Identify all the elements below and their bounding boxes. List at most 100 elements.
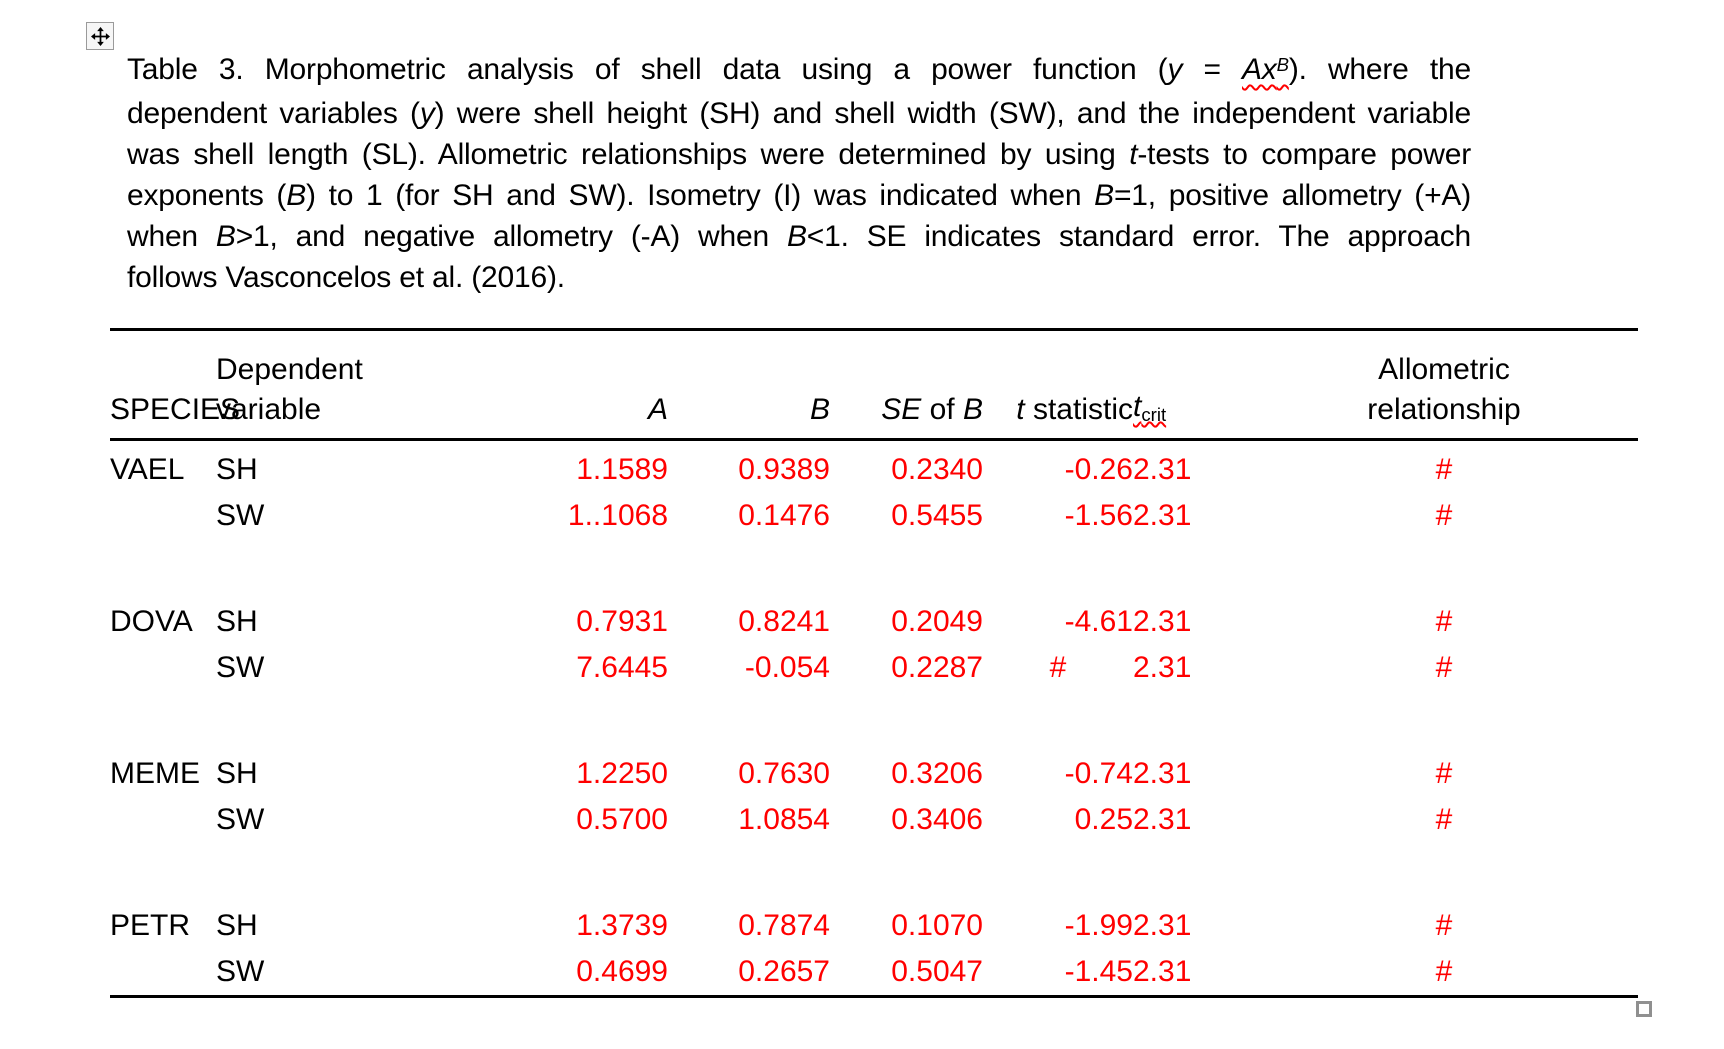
cell-seofb: 0.2049 xyxy=(891,605,983,638)
spacer-cell xyxy=(110,440,1638,448)
text-run: follows Vasconcelos et al. (2016). xyxy=(127,261,565,294)
cell-b: 0.7630 xyxy=(738,757,830,790)
column-header-species: SPECIES xyxy=(110,330,240,440)
cell-tcrit: 2.31 xyxy=(1133,757,1192,790)
text-run: B xyxy=(1276,53,1289,75)
text-run: of xyxy=(921,393,963,426)
text-run: B xyxy=(786,220,807,253)
spacer-cell xyxy=(110,691,1638,751)
move-arrows-icon xyxy=(90,26,110,46)
text-run: tcrit xyxy=(1133,390,1167,426)
cell-species: DOVA xyxy=(110,605,193,638)
cell-dependent-variable: SH xyxy=(216,453,258,486)
cell-allom: # xyxy=(1435,955,1453,988)
cell-a: 0.7931 xyxy=(576,605,668,638)
cell-dependent-variable: SW xyxy=(216,803,265,836)
text-run: variable xyxy=(216,393,322,426)
column-header-seofb: SE of B xyxy=(830,330,983,440)
cell-species: PETR xyxy=(110,909,191,942)
text-run: y xyxy=(419,97,435,130)
text-run: B xyxy=(1094,179,1114,212)
cell-species xyxy=(110,949,216,997)
cell-allom: # xyxy=(1435,803,1453,836)
text-run: = xyxy=(1182,53,1242,86)
cell-tcrit: 2.31 xyxy=(1133,499,1192,532)
spacer-cell xyxy=(110,843,1638,903)
cell-tstat: # xyxy=(1049,651,1067,684)
text-run: Ax xyxy=(1242,53,1277,86)
text-run: SE xyxy=(881,393,922,426)
text-run: SPECIES xyxy=(110,393,241,426)
table-row: DOVA SH 0.7931 0.8241 0.2049 -4.61 2.31 # xyxy=(110,599,1638,645)
text-run: A xyxy=(647,393,668,426)
text-run: crit xyxy=(1141,404,1167,426)
cell-a: 1..1068 xyxy=(567,499,668,532)
cell-b: 0.9389 xyxy=(738,453,830,486)
cell-species: MEME xyxy=(110,757,200,790)
text-run: dependent variables ( xyxy=(127,97,420,130)
column-header-allom: Allometric relationship xyxy=(1250,330,1638,440)
cell-seofb: 0.3206 xyxy=(891,757,983,790)
table-move-handle[interactable] xyxy=(86,22,114,50)
spacer-cell xyxy=(110,539,1638,599)
text-run: <1. SE indicates standard error. The app… xyxy=(806,220,1471,253)
cell-a: 1.2250 xyxy=(576,757,668,790)
table-row: SW 1..1068 0.1476 0.5455 -1.56 2.31 # xyxy=(110,493,1638,539)
cell-allom: # xyxy=(1435,605,1453,638)
caption-line: exponents (B) to 1 (for SH and SW). Isom… xyxy=(127,175,1471,216)
cell-b: 0.1476 xyxy=(738,499,830,532)
column-header-a: A xyxy=(366,330,668,440)
cell-tcrit: 2.31 xyxy=(1133,453,1192,486)
column-header-b: B xyxy=(668,330,830,440)
cell-tcrit: 2.31 xyxy=(1133,955,1192,988)
cell-b: 0.8241 xyxy=(738,605,830,638)
cell-a: 0.4699 xyxy=(576,955,668,988)
text-run: relationship xyxy=(1367,393,1521,426)
text-run: y xyxy=(1167,53,1183,86)
cell-allom: # xyxy=(1435,453,1453,486)
cell-a: 0.5700 xyxy=(576,803,668,836)
cell-allom: # xyxy=(1435,909,1453,942)
text-run: B xyxy=(809,393,830,426)
group-spacer-row xyxy=(110,539,1638,599)
cell-tstat: -4.61 xyxy=(1064,605,1133,638)
cell-tstat: -0.26 xyxy=(1064,453,1133,486)
cell-allom: # xyxy=(1435,757,1453,790)
cell-a: 1.1589 xyxy=(576,453,668,486)
cell-b: -0.054 xyxy=(744,651,830,684)
table-resize-handle[interactable] xyxy=(1636,1001,1652,1017)
group-spacer-row xyxy=(110,843,1638,903)
cell-tstat: -1.45 xyxy=(1064,955,1133,988)
text-run: ). where the xyxy=(1288,53,1471,86)
table-row: SW 7.6445 -0.054 0.2287 #2.31 # xyxy=(110,645,1638,691)
caption-line: when B>1, and negative allometry (-A) wh… xyxy=(127,216,1471,257)
table-row: PETR SH 1.3739 0.7874 0.1070 -1.99 2.31 # xyxy=(110,903,1638,949)
cell-dependent-variable: SH xyxy=(216,909,258,942)
cell-allom: # xyxy=(1435,499,1453,532)
text-run: exponents ( xyxy=(127,179,287,212)
text-run: was shell length (SL). Allometric relati… xyxy=(127,138,1130,171)
caption-line: was shell length (SL). Allometric relati… xyxy=(127,134,1471,175)
text-run: B xyxy=(286,179,307,212)
cell-tcrit: 2.31 xyxy=(1133,909,1192,942)
text-run: t xyxy=(1129,138,1138,171)
text-run: statistic xyxy=(1024,393,1133,426)
cell-tstat: 0.25 xyxy=(1074,803,1133,836)
caption-line: Table 3. Morphometric analysis of shell … xyxy=(127,49,1471,93)
cell-seofb: 0.5047 xyxy=(891,955,983,988)
text-run: Allometric xyxy=(1378,353,1510,386)
cell-a: 7.6445 xyxy=(576,651,668,684)
text-run: t xyxy=(1016,393,1025,426)
cell-species xyxy=(110,797,216,843)
cell-seofb: 0.2340 xyxy=(891,453,983,486)
cell-dependent-variable: SW xyxy=(216,499,265,532)
text-run: B xyxy=(962,393,983,426)
text-run: -tests to compare power xyxy=(1137,138,1472,171)
text-run: when xyxy=(127,220,216,253)
cell-dependent-variable: SH xyxy=(216,605,258,638)
column-header-tcrit: tcrit xyxy=(1133,330,1250,440)
cell-species xyxy=(110,493,216,539)
cell-tcrit: 2.31 xyxy=(1133,605,1192,638)
table-body: VAEL SH 1.1589 0.9389 0.2340 -0.26 2.31 # SW 1..1… xyxy=(110,440,1638,997)
